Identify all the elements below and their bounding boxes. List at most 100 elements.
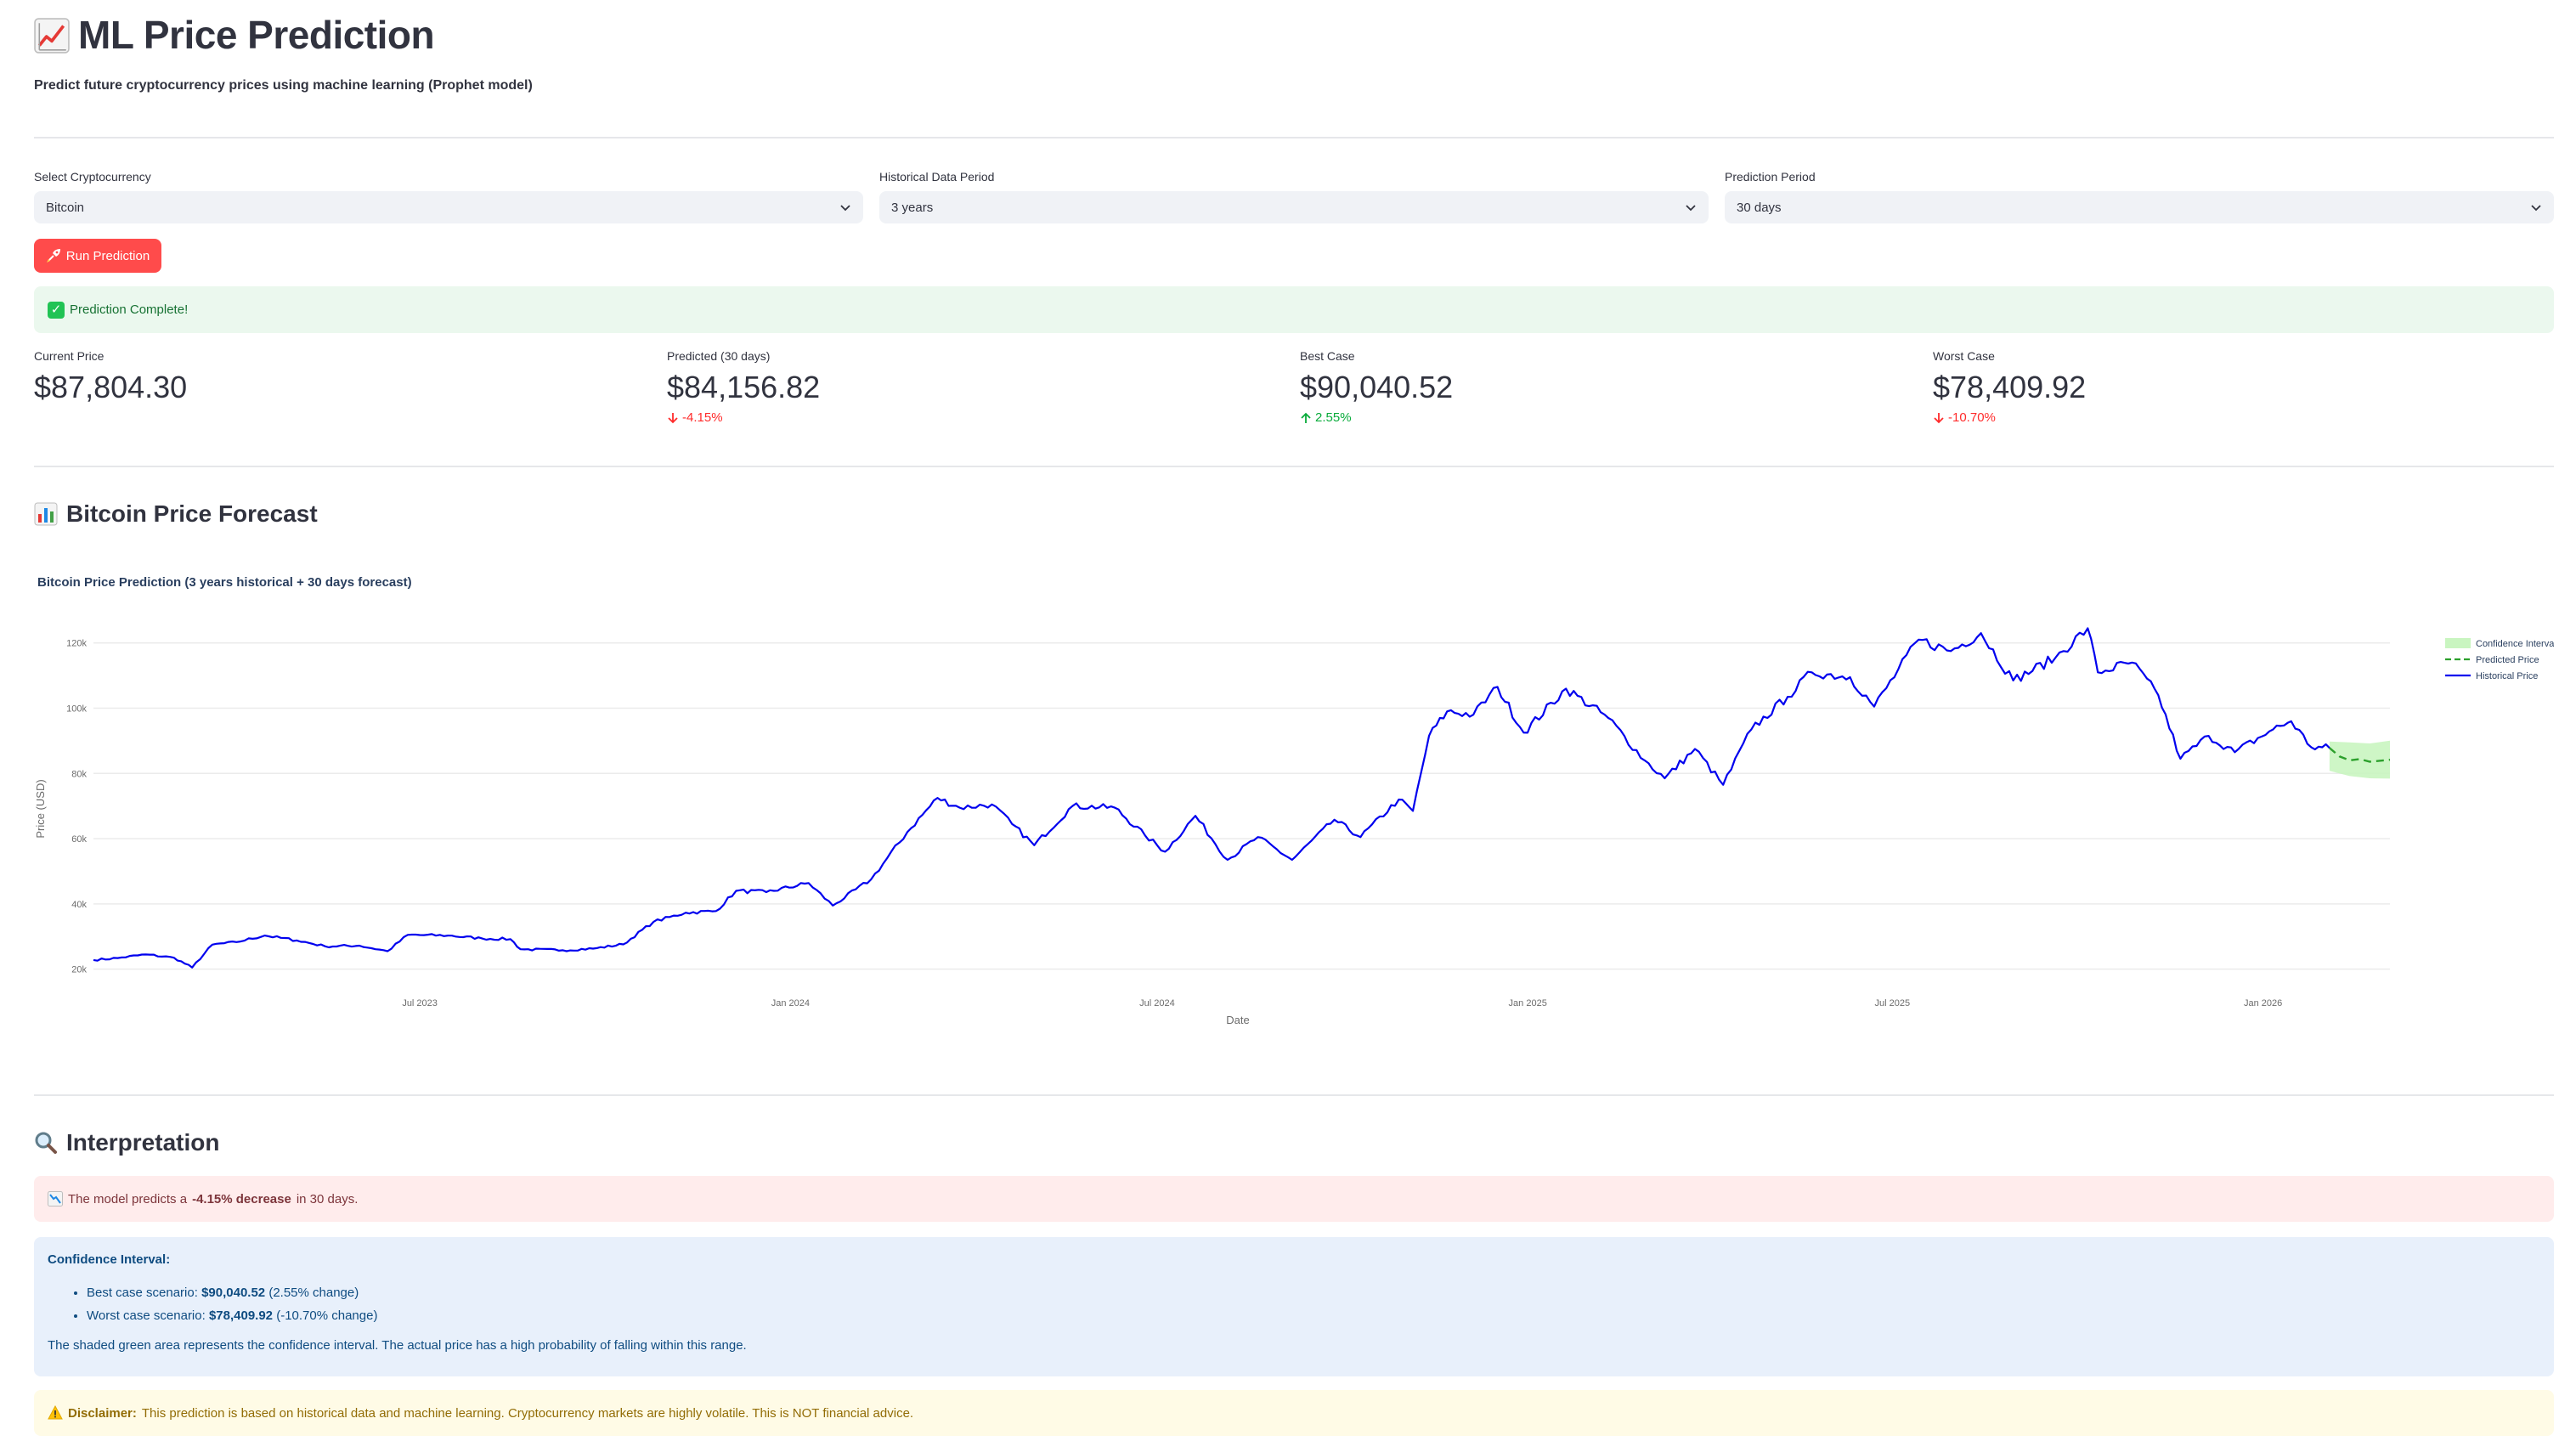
crypto-select[interactable]: Bitcoin <box>34 191 863 223</box>
metric-delta: -4.15% <box>667 410 1262 425</box>
summary-suffix: in 30 days. <box>296 1191 359 1206</box>
page-title-text: ML Price Prediction <box>78 13 435 57</box>
crypto-select-label: Select Cryptocurrency <box>34 170 151 184</box>
chart-title: Bitcoin Price Prediction (3 years histor… <box>37 575 412 590</box>
metric-value: $87,804.30 <box>34 370 188 404</box>
chevron-down-icon <box>1686 205 1696 212</box>
best-case-value: $90,040.52 <box>201 1286 266 1300</box>
chart-legend: Confidence Interval Predicted Price Histor… <box>2445 638 2554 681</box>
metric-delta: 2.55% <box>1300 410 1895 425</box>
metric-label: Worst Case <box>1933 349 1995 363</box>
metric-value: $90,040.52 <box>1300 370 1454 404</box>
metric-value: $78,409.92 <box>1933 370 2087 404</box>
confidence-interval-area <box>2329 740 2390 779</box>
check-mark-icon: ✓ <box>48 301 65 319</box>
metric-delta: -10.70% <box>1933 410 2528 425</box>
chart-increasing-icon <box>34 18 70 54</box>
metric-best-case: Best Case $90,040.52 2.55% <box>1300 349 1895 425</box>
x-tick-label: Jan 2024 <box>771 998 810 1009</box>
page-subtitle: Predict future cryptocurrency prices usi… <box>34 78 533 93</box>
history-select[interactable]: 3 years <box>879 191 1709 223</box>
list-item: Best case scenario: $90,040.52 (2.55% ch… <box>87 1286 2540 1300</box>
worst-case-change: (-10.70% change) <box>276 1308 378 1323</box>
predicted-price-line <box>2329 747 2391 763</box>
x-tick-label: Jan 2026 <box>2244 998 2282 1009</box>
history-select-label: Historical Data Period <box>879 170 995 184</box>
run-prediction-button[interactable]: Run Prediction <box>34 239 161 273</box>
chart-grid <box>93 641 2390 970</box>
historical-price-line <box>93 627 2330 969</box>
chevron-down-icon <box>2531 205 2541 212</box>
disclaimer-label: Disclaimer: <box>68 1405 137 1421</box>
metric-delta-text: 2.55% <box>1315 410 1352 425</box>
ci-title: Confidence Interval: <box>48 1252 171 1267</box>
metric-delta-text: -4.15% <box>682 410 723 425</box>
forecast-section-title: Bitcoin Price Forecast <box>34 500 318 528</box>
y-tick-label: 60k <box>71 834 87 845</box>
legend-label: Historical Price <box>2476 671 2538 681</box>
chart-series <box>93 627 2391 969</box>
divider <box>34 137 2554 138</box>
divider <box>34 466 2554 467</box>
best-case-label: Best case scenario: <box>87 1286 198 1300</box>
arrow-down-icon <box>1934 412 1944 423</box>
rocket-icon <box>46 249 60 263</box>
metric-label: Best Case <box>1300 349 1355 363</box>
prediction-summary-alert: The model predicts a -4.15% decrease in … <box>34 1176 2554 1222</box>
y-tick-label: 80k <box>71 769 87 779</box>
ci-note: The shaded green area represents the con… <box>48 1338 747 1353</box>
interpretation-title-text: Interpretation <box>66 1129 220 1156</box>
legend-label: Confidence Interval <box>2476 639 2554 649</box>
chart-decreasing-icon <box>48 1191 63 1206</box>
summary-value: -4.15% decrease <box>192 1191 291 1206</box>
horizon-select[interactable]: 30 days <box>1725 191 2554 223</box>
legend-label: Predicted Price <box>2476 655 2539 665</box>
divider <box>34 1094 2554 1096</box>
x-tick-label: Jul 2025 <box>1875 998 1911 1009</box>
confidence-info-alert: Confidence Interval: Best case scenario:… <box>34 1237 2554 1376</box>
forecast-section-title-text: Bitcoin Price Forecast <box>66 500 318 527</box>
x-tick-label: Jul 2024 <box>1139 998 1175 1009</box>
metric-current-price: Current Price $87,804.30 <box>34 349 629 405</box>
y-axis-label: Price (USD) <box>34 779 47 838</box>
x-tick-label: Jan 2025 <box>1509 998 1547 1009</box>
disclaimer-text: This prediction is based on historical d… <box>141 1405 914 1421</box>
x-axis-label: Date <box>1226 1014 1249 1026</box>
y-tick-label: 20k <box>71 965 87 975</box>
interpretation-title: Interpretation <box>34 1129 219 1156</box>
chevron-down-icon <box>840 205 850 212</box>
arrow-down-icon <box>668 412 678 423</box>
list-item: Worst case scenario: $78,409.92 (-10.70%… <box>87 1308 2540 1323</box>
metric-label: Predicted (30 days) <box>667 349 771 363</box>
y-tick-label: 40k <box>71 900 87 910</box>
legend-swatch <box>2445 638 2471 648</box>
metric-predicted: Predicted (30 days) $84,156.82 -4.15% <box>667 349 1262 425</box>
horizon-select-value: 30 days <box>1737 200 1782 215</box>
summary-prefix: The model predicts a <box>68 1191 188 1206</box>
horizon-select-label: Prediction Period <box>1725 170 1816 184</box>
history-select-value: 3 years <box>891 200 934 215</box>
x-tick-label: Jul 2023 <box>402 998 438 1009</box>
bar-chart-icon <box>34 502 58 526</box>
metric-worst-case: Worst Case $78,409.92 -10.70% <box>1933 349 2528 425</box>
metric-label: Current Price <box>34 349 105 363</box>
page-title: ML Price Prediction <box>34 12 435 58</box>
success-alert: ✓ Prediction Complete! <box>34 286 2554 333</box>
warning-icon <box>48 1405 63 1420</box>
run-prediction-label: Run Prediction <box>65 248 150 263</box>
x-axis-ticks: Jul 2023 Jan 2024 Jul 2024 Jan 2025 Jul 2025… <box>402 998 2282 1009</box>
y-axis-ticks: 20k 40k 60k 80k 100k 120k <box>66 639 87 975</box>
y-tick-label: 100k <box>66 704 87 715</box>
y-tick-label: 120k <box>66 639 87 649</box>
crypto-select-value: Bitcoin <box>46 200 85 215</box>
success-text: Prediction Complete! <box>70 302 189 317</box>
disclaimer-alert: Disclaimer: This prediction is based on … <box>34 1390 2554 1436</box>
arrow-up-icon <box>1301 412 1311 423</box>
metric-delta-text: -10.70% <box>1948 410 1996 425</box>
best-case-change: (2.55% change) <box>268 1286 359 1300</box>
worst-case-label: Worst case scenario: <box>87 1308 206 1323</box>
worst-case-value: $78,409.92 <box>208 1308 274 1323</box>
magnifying-glass-icon <box>35 1132 57 1154</box>
metric-value: $84,156.82 <box>667 370 821 404</box>
